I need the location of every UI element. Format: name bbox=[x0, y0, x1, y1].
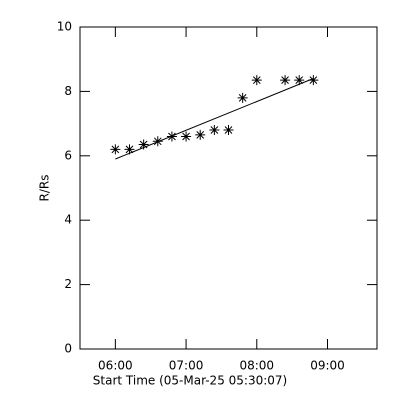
data-point bbox=[110, 144, 121, 155]
data-point bbox=[152, 136, 163, 147]
data-point bbox=[251, 75, 262, 86]
data-point bbox=[195, 129, 206, 140]
x-tick-label: 09:00 bbox=[310, 359, 345, 373]
x-tick-label: 08:00 bbox=[239, 359, 274, 373]
data-point bbox=[223, 125, 234, 136]
data-point bbox=[308, 75, 319, 86]
data-point bbox=[280, 75, 291, 86]
x-tick-label: 06:00 bbox=[98, 359, 133, 373]
data-point bbox=[181, 131, 192, 142]
data-point bbox=[166, 131, 177, 142]
y-tick-label: 10 bbox=[57, 20, 72, 34]
fit-line bbox=[115, 78, 314, 160]
x-axis-label: Start Time (05-Mar-25 05:30:07) bbox=[93, 374, 287, 388]
plot-frame bbox=[79, 26, 378, 350]
y-tick-label: 8 bbox=[64, 84, 72, 98]
data-point bbox=[294, 75, 305, 86]
data-point bbox=[237, 92, 248, 103]
y-axis-label: R/Rs bbox=[38, 175, 52, 202]
x-tick-label: 07:00 bbox=[169, 359, 204, 373]
y-tick-label: 4 bbox=[64, 213, 72, 227]
data-point bbox=[138, 139, 149, 150]
y-tick-label: 0 bbox=[64, 342, 72, 356]
data-point bbox=[124, 144, 135, 155]
y-tick-label: 6 bbox=[64, 148, 72, 162]
data-point bbox=[209, 125, 220, 136]
y-tick-label: 2 bbox=[64, 277, 72, 291]
